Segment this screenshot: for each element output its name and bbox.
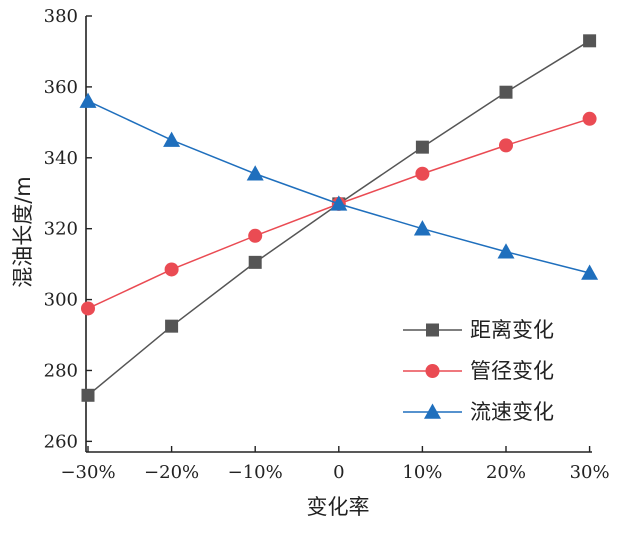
data-point [79, 92, 97, 108]
y-tick-label: 380 [44, 6, 78, 27]
data-point [330, 195, 348, 211]
data-point [499, 138, 513, 153]
ticks: 260 280 300 320 340 360 380 −30% −20% −10% 0 10% 20%… [44, 6, 610, 483]
y-axis-title: 混油长度/m [11, 176, 35, 288]
data-point [163, 131, 181, 147]
legend-entry: 流速变化 [403, 400, 554, 424]
data-point [81, 388, 95, 402]
y-tick-label: 340 [44, 148, 78, 169]
data-point [583, 34, 597, 48]
data-point [497, 243, 515, 259]
data-point [248, 255, 262, 269]
series-line [87, 118, 590, 310]
x-tick-label: −30% [60, 462, 115, 483]
legend-marker [426, 323, 439, 337]
series-layer [79, 34, 599, 402]
data-point [581, 264, 599, 280]
y-tick-label: 260 [44, 431, 78, 452]
x-tick-label: 30% [570, 462, 610, 483]
legend-entry: 管径变化 [403, 359, 554, 383]
data-point [415, 140, 429, 154]
series-line [87, 40, 590, 396]
data-point [248, 228, 263, 243]
x-tick-label: 10% [402, 462, 442, 483]
series-square [81, 34, 597, 402]
series-circle [81, 111, 597, 316]
x-tick-label: −10% [228, 462, 283, 483]
y-tick-label: 280 [44, 360, 78, 381]
series-line [87, 100, 590, 274]
data-point [246, 165, 264, 181]
legend-label: 距离变化 [470, 318, 554, 342]
data-point [164, 262, 179, 277]
data-point [499, 85, 513, 99]
axes [85, 16, 592, 453]
legend-marker [424, 403, 441, 419]
data-point [81, 301, 95, 316]
x-tick-label: −20% [144, 462, 199, 483]
data-point [165, 319, 179, 333]
x-tick-label: 20% [486, 462, 526, 483]
data-point [413, 220, 431, 236]
legend-label: 流速变化 [470, 400, 554, 424]
x-tick-label: 0 [333, 462, 344, 483]
y-tick-label: 320 [44, 219, 78, 240]
y-tick-label: 360 [44, 77, 78, 98]
data-point [582, 111, 597, 126]
series-triangle [79, 92, 599, 280]
legend-label: 管径变化 [470, 359, 554, 383]
legend-marker [425, 364, 440, 378]
legend-entry: 距离变化 [403, 318, 554, 342]
x-axis-title: 变化率 [307, 495, 370, 519]
data-point [415, 166, 430, 181]
y-tick-label: 300 [44, 290, 78, 311]
